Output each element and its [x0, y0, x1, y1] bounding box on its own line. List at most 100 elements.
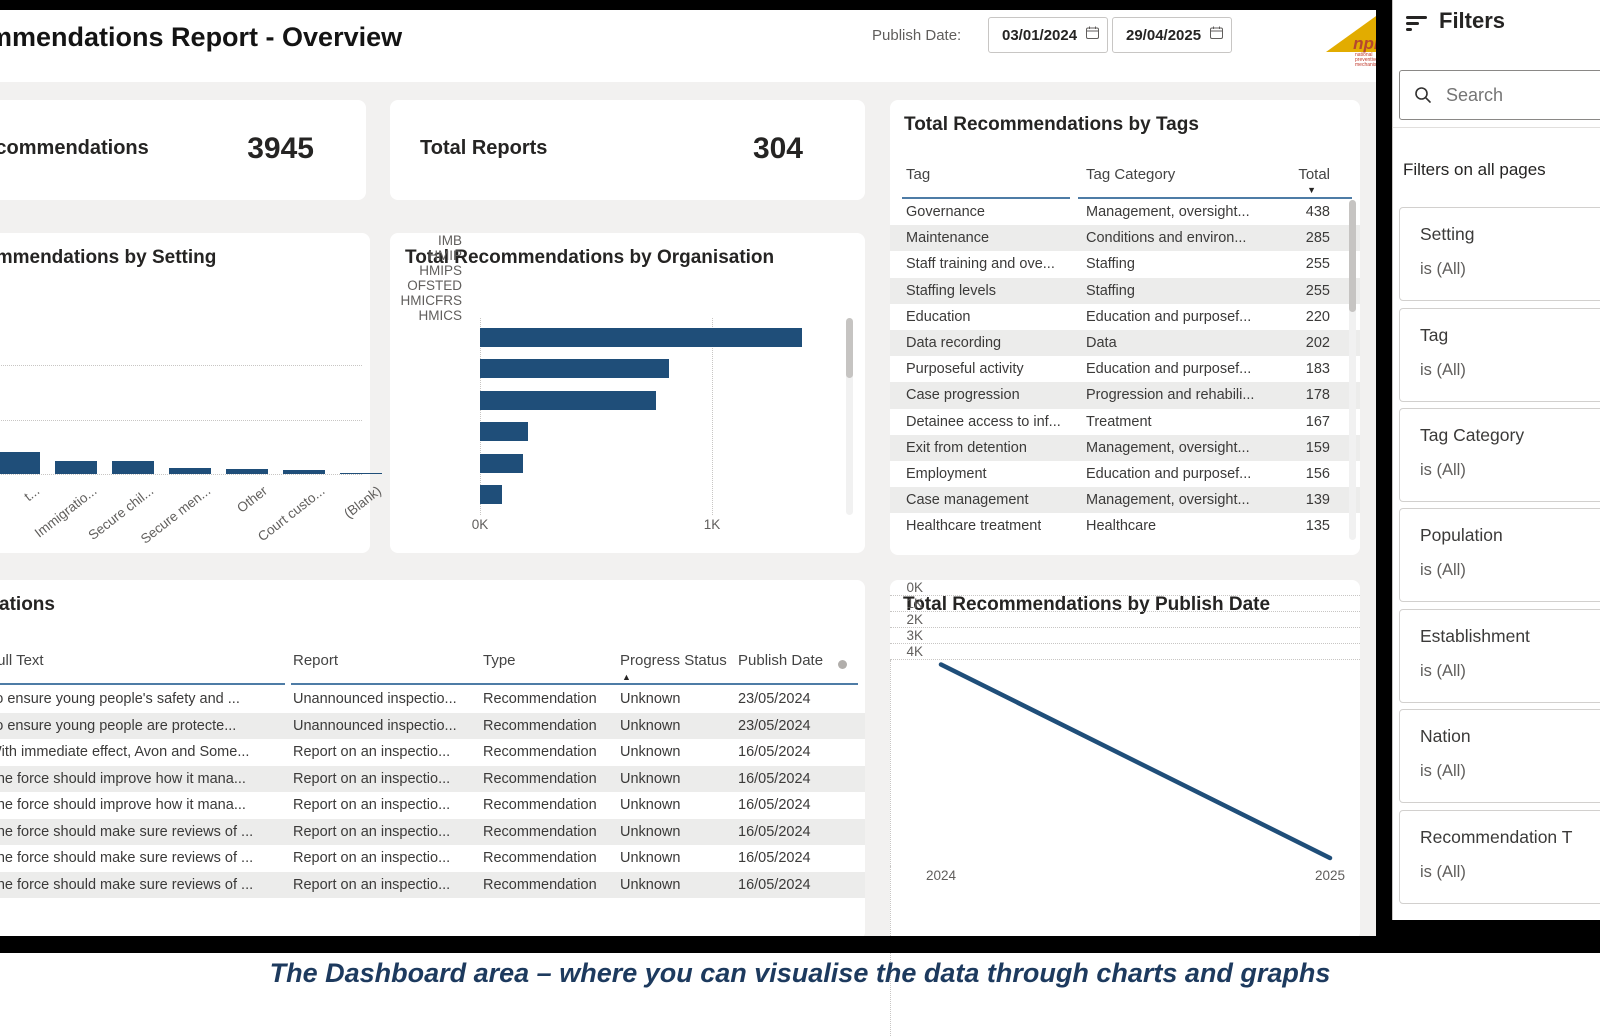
setting-bar[interactable] [283, 470, 325, 474]
tags-table-row[interactable]: Healthcare treatment Healthcare 135 [890, 513, 1360, 539]
rec-header-underline [0, 683, 285, 685]
recommendations-table-row[interactable]: The force should make sure reviews of ..… [0, 871, 865, 898]
organisation-chart-scrollbar[interactable] [846, 318, 853, 515]
publish-date-cell: 16/05/2024 [738, 823, 811, 840]
organisation-bar[interactable] [480, 328, 802, 347]
setting-bar[interactable] [112, 461, 154, 474]
report-cell: Report on an inspectio... [293, 850, 451, 867]
total-cell: 220 [1305, 308, 1330, 325]
tags-table-row[interactable]: Governance Management, oversight... 438 [890, 199, 1360, 225]
recommendations-table-row[interactable]: The force should make sure reviews of ..… [0, 845, 865, 872]
tags-table-row[interactable]: Education Education and purposef... 220 [890, 304, 1360, 330]
filters-search-input[interactable] [1444, 83, 1598, 107]
rec-col-type[interactable]: Type [483, 652, 516, 669]
tags-table-scrollbar[interactable] [1349, 200, 1356, 540]
tag-category-cell: Education and purposef... [1086, 466, 1252, 483]
rec-col-progress-status[interactable]: Progress Status [620, 652, 727, 669]
rec-col-report[interactable]: Report [293, 652, 339, 669]
tag-category-cell: Management, oversight... [1086, 204, 1250, 221]
x-tick-0k: 0K [471, 517, 489, 532]
filter-card-recommendation-t[interactable]: Recommendation T is (All) [1399, 810, 1600, 904]
tags-table-row[interactable]: Data recording Data 202 [890, 330, 1360, 357]
tag-cell: Case management [906, 492, 1029, 509]
setting-bar[interactable] [340, 472, 382, 474]
calendar-icon[interactable] [1086, 26, 1099, 44]
type-cell: Recommendation [483, 691, 597, 708]
filter-card-tag-category[interactable]: Tag Category is (All) [1399, 408, 1600, 502]
organisation-category-label: HMIPS [419, 263, 462, 278]
tags-table-row[interactable]: Exit from detention Management, oversight… [890, 434, 1360, 461]
tags-table-row[interactable]: Case progression Progression and rehabili… [890, 382, 1360, 409]
setting-bar[interactable] [169, 468, 211, 474]
organisation-bar[interactable] [480, 390, 656, 410]
filter-name: Recommendation T [1420, 827, 1573, 847]
setting-bar[interactable] [0, 452, 40, 474]
filter-card-population[interactable]: Population is (All) [1399, 508, 1600, 602]
calendar-icon[interactable] [1210, 26, 1223, 44]
recommendations-table-row[interactable]: With immediate effect, Avon and Some... R… [0, 739, 865, 766]
tags-scrollbar-thumb[interactable] [1349, 200, 1356, 312]
type-cell: Recommendation [483, 823, 597, 840]
kpi-value: 3945 [247, 132, 314, 165]
setting-bar[interactable] [226, 469, 268, 474]
type-cell: Recommendation [483, 850, 597, 867]
total-cell: 183 [1305, 361, 1330, 378]
setting-chart-plot: t... Immigratio... Secure chil... Secure me… [0, 233, 384, 553]
total-cell: 139 [1305, 492, 1330, 509]
type-cell: Recommendation [483, 770, 597, 787]
rec-col-publish-date[interactable]: Publish Date [738, 652, 824, 669]
full-text-cell: The force should make sure reviews of ..… [0, 823, 254, 840]
organisation-bar[interactable] [480, 453, 523, 473]
tags-table-row[interactable]: Detainee access to inf... Treatment 167 [890, 409, 1360, 435]
rec-col-full-text[interactable]: Full Text [0, 652, 44, 669]
tags-table-row[interactable]: Staffing levels Staffing 255 [890, 277, 1360, 304]
tags-col-total[interactable]: Total [1298, 166, 1330, 183]
full-text-cell: To ensure young people's safety and ... [0, 691, 240, 708]
tags-table-card: Total Recommendations by Tags Tag Tag Ca… [890, 100, 1360, 555]
recommendations-table-row[interactable]: To ensure young people's safety and ... U… [0, 686, 865, 713]
recommendations-table-row[interactable]: The force should improve how it mana... R… [0, 792, 865, 819]
filter-card-tag[interactable]: Tag is (All) [1399, 308, 1600, 402]
full-text-cell: With immediate effect, Avon and Some... [0, 744, 250, 761]
total-cell: 202 [1305, 335, 1330, 352]
organisation-bar[interactable] [480, 422, 528, 442]
tag-cell: Detainee access to inf... [906, 413, 1061, 430]
recommendations-table-row[interactable]: To ensure young people are protecte... Un… [0, 712, 865, 739]
tags-table-row[interactable]: Purposeful activity Education and purpose… [890, 356, 1360, 382]
rec-scrollbar-dot[interactable] [838, 660, 847, 669]
organisation-bar[interactable] [480, 359, 669, 379]
publish-date-from-input[interactable] [1002, 26, 1086, 44]
tags-col-tag[interactable]: Tag [906, 166, 931, 183]
organisation-chart-card: Total Recommendations by Organisation IM… [390, 233, 865, 553]
filter-card-setting[interactable]: Setting is (All) [1399, 207, 1600, 301]
filter-value: is (All) [1420, 662, 1466, 680]
rec-header-underline [291, 683, 858, 685]
filter-card-nation[interactable]: Nation is (All) [1399, 709, 1600, 803]
recommendations-table-row[interactable]: The force should improve how it mana... R… [0, 765, 865, 792]
setting-bar[interactable] [55, 461, 97, 474]
sort-descending-icon: ▼ [1307, 185, 1316, 195]
organisation-scrollbar-thumb[interactable] [846, 318, 853, 378]
tag-cell: Exit from detention [906, 439, 1027, 456]
tags-table-row[interactable]: Case management Management, oversight... 1… [890, 487, 1360, 514]
organisation-bar[interactable] [480, 485, 502, 504]
tag-cell: Healthcare treatment [906, 518, 1042, 535]
tags-col-tag-category[interactable]: Tag Category [1086, 166, 1176, 183]
tags-table-row[interactable]: Staff training and ove... Staffing 255 [890, 251, 1360, 277]
tags-table-row[interactable]: Maintenance Conditions and environ... 285 [890, 225, 1360, 252]
publish-date-from-field[interactable] [988, 17, 1108, 53]
filter-card-establishment[interactable]: Establishment is (All) [1399, 609, 1600, 703]
publish-date-line[interactable] [890, 580, 1360, 890]
tags-table-row[interactable]: Employment Education and purposef... 156 [890, 461, 1360, 487]
recommendations-table-row[interactable]: The force should make sure reviews of ..… [0, 818, 865, 845]
publish-date-to-input[interactable] [1126, 26, 1210, 44]
filters-section-label: Filters on all pages [1403, 160, 1546, 179]
total-cell: 438 [1305, 204, 1330, 221]
y-tick-label: 3K [906, 628, 923, 643]
total-cell: 285 [1305, 230, 1330, 247]
full-text-cell: To ensure young people are protecte... [0, 717, 237, 734]
publish-date-to-field[interactable] [1112, 17, 1232, 53]
full-text-cell: The force should make sure reviews of ..… [0, 876, 254, 893]
filters-search-box[interactable] [1399, 70, 1600, 120]
tag-cell: Maintenance [906, 230, 990, 247]
